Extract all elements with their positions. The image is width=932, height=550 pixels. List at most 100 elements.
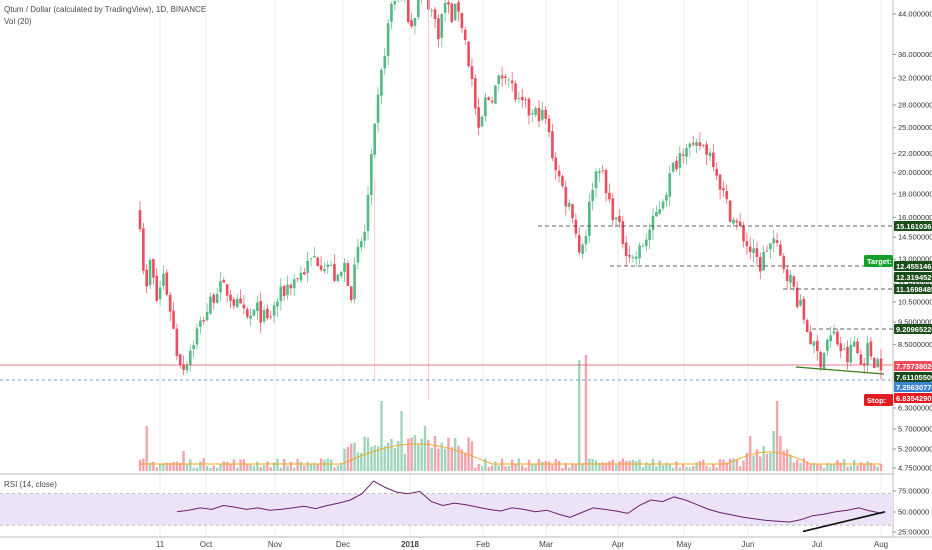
volume-bar: [477, 463, 480, 471]
volume-bar: [705, 465, 708, 471]
volume-bar: [745, 452, 749, 471]
candle-body: [326, 264, 330, 268]
price-axis-label: 16.00000000: [898, 213, 932, 222]
rsi-trendline: [802, 511, 886, 533]
volume-bar: [179, 462, 182, 471]
candle-body: [735, 220, 739, 223]
volume-bar: [259, 467, 262, 471]
volume-bar: [363, 436, 366, 471]
volume-bar: [571, 463, 574, 471]
price-badge-text: 6.83542909: [896, 394, 932, 403]
volume-bar: [205, 465, 209, 471]
volume-bar: [282, 458, 286, 471]
candle-body: [668, 173, 672, 197]
volume-bar: [386, 442, 390, 471]
candle-body: [333, 263, 336, 281]
volume-bar: [852, 459, 856, 471]
volume-bar: [531, 463, 534, 471]
volume-bar: [333, 467, 336, 471]
volume-bar: [417, 443, 420, 471]
rsi-axis-label: 25.00000: [898, 528, 929, 537]
candle-body: [437, 18, 440, 40]
time-axis-label: Mar: [539, 540, 553, 549]
candle-body: [779, 244, 782, 256]
volume-bar: [755, 449, 759, 471]
price-badge: [894, 393, 932, 403]
volume-bar: [678, 467, 682, 471]
candle-body: [430, 10, 434, 12]
volume-bar: [718, 459, 722, 471]
price-badge: [894, 361, 932, 371]
volume-bar: [802, 458, 806, 471]
volume-bar: [289, 461, 293, 471]
candle-body: [738, 221, 742, 226]
candle-body: [567, 202, 571, 207]
volume-bar: [182, 451, 185, 471]
volume-bar: [269, 467, 272, 471]
candle-body: [745, 241, 749, 246]
volume-bar: [407, 438, 410, 471]
candle-body: [416, 0, 420, 18]
candle-body: [272, 305, 276, 316]
price-badge-text: 7.61105509: [896, 373, 932, 382]
volume-bar: [464, 452, 467, 471]
volume-bar: [588, 458, 591, 471]
candle-body: [470, 66, 474, 79]
price-badge-text: 11.16984850: [896, 285, 932, 294]
volume-bar: [822, 467, 826, 471]
volume-bar: [242, 459, 246, 471]
candle-body: [718, 174, 722, 190]
candle-body: [185, 364, 189, 371]
price-badge: [894, 261, 932, 271]
volume-bar: [873, 464, 876, 471]
target-annotation-text: Target:: [867, 257, 892, 266]
volume-bar: [423, 426, 427, 471]
volume-bar: [584, 355, 588, 471]
candle-body: [708, 152, 712, 157]
volume-bar: [715, 467, 718, 471]
volume-bar: [356, 452, 360, 471]
candle-body: [162, 273, 165, 286]
candle-body: [564, 186, 568, 207]
candle-body: [631, 256, 635, 258]
candle-body: [514, 83, 517, 100]
price-axis-label: 36.00000000: [898, 50, 932, 59]
candle-body: [138, 210, 142, 230]
candle-body: [611, 198, 615, 220]
volume-bar: [192, 467, 195, 471]
candle-body: [862, 363, 866, 366]
volume-bar: [142, 458, 145, 471]
candle-body: [691, 143, 695, 145]
candle-body: [530, 113, 534, 115]
volume-bar: [433, 436, 437, 471]
volume-bar: [272, 462, 276, 471]
rsi-axis-label: 50.00000: [898, 508, 929, 517]
price-axis-label: 9.50000000: [898, 318, 932, 327]
candle-body: [634, 256, 638, 259]
volume-bar: [360, 452, 363, 471]
volume-bar: [376, 446, 380, 471]
candle-body: [842, 348, 846, 350]
volume-bar: [692, 466, 695, 471]
candle-body: [628, 255, 631, 257]
volume-bar: [792, 462, 796, 471]
price-axis-label: 8.50000000: [898, 340, 932, 349]
candle-body: [299, 272, 303, 281]
time-axis-label: Nov: [268, 540, 282, 549]
volume-bar: [769, 453, 772, 471]
volume-bar: [510, 459, 514, 471]
volume-bar: [675, 461, 678, 471]
volume-bar: [279, 467, 283, 471]
price-badge-text: 15.16103651: [896, 222, 932, 231]
candle-body: [805, 320, 809, 333]
volume-bar: [199, 461, 202, 471]
volume-bar: [658, 460, 661, 471]
time-axis-label: Apr: [612, 540, 625, 549]
candle-body: [467, 41, 470, 67]
volume-bar: [393, 447, 397, 471]
candle-body: [175, 328, 179, 356]
volume-bar: [628, 460, 631, 471]
candle-body: [815, 340, 819, 352]
volume-bar: [353, 442, 356, 471]
